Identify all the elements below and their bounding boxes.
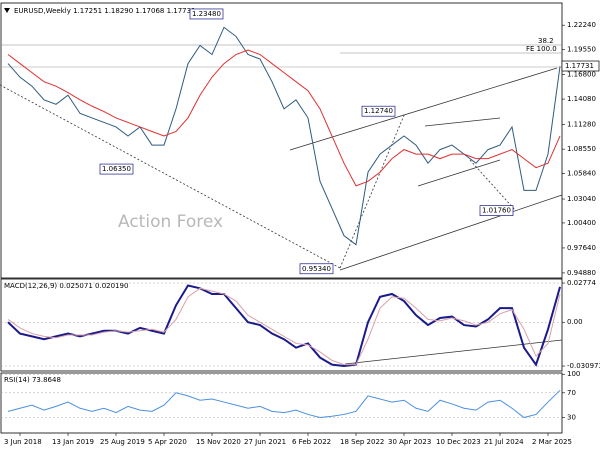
y-tick-label: 1.11280 <box>567 120 596 128</box>
channel-upper <box>289 67 558 151</box>
y-tick-label: 0.00 <box>567 318 583 326</box>
x-tick-label: 3 Jun 2018 <box>4 438 42 446</box>
x-tick-label: 6 Feb 2022 <box>292 438 331 446</box>
chart-title: EURUSD,Weekly 1.17251 1.18290 1.17068 1.… <box>14 7 196 15</box>
annotation-box <box>361 105 396 117</box>
macd-title: MACD(12,26,9) 0.025071 0.020190 <box>4 282 128 290</box>
triangle-upper <box>424 117 501 127</box>
annotation-label: 0.95340 <box>302 265 331 273</box>
main-panel-frame <box>0 2 563 279</box>
x-tick-label: 10 Dec 2023 <box>436 438 481 446</box>
series-line <box>7 389 561 419</box>
annotation-label: 1.01760 <box>482 207 511 215</box>
x-tick-label: 25 Aug 2019 <box>100 438 145 446</box>
triangle-lower <box>417 159 501 187</box>
annotation-box <box>479 205 514 216</box>
series-line <box>7 49 561 187</box>
y-tick-label: 0.97640 <box>567 244 596 252</box>
x-tick-label: 15 Nov 2020 <box>196 438 241 446</box>
x-tick-label: 2 Mar 2025 <box>532 438 572 446</box>
x-tick-label: 5 Apr 2020 <box>148 438 187 446</box>
y-tick-label: 1.14080 <box>567 95 596 103</box>
watermark: Action Forex <box>118 212 223 232</box>
y-tick-label: 0.02774 <box>567 279 596 287</box>
macd-panel-frame <box>0 278 563 372</box>
y-tick-label: 30 <box>567 414 576 422</box>
channel-lower <box>339 194 563 271</box>
y-tick-label: 1.08550 <box>567 145 596 153</box>
dashed-leg <box>469 159 516 211</box>
y-tick-label: 1.05840 <box>567 170 596 178</box>
y-tick-label: 1.03040 <box>567 195 596 203</box>
annotation-box <box>299 263 334 275</box>
dashed-trend <box>0 84 341 269</box>
annotation-label: 1.12740 <box>364 107 393 115</box>
y-tick-label: 1.22240 <box>567 21 596 29</box>
series-line <box>7 287 561 366</box>
annotation-box <box>189 8 224 20</box>
series-line <box>7 26 561 246</box>
last-price-box <box>561 60 600 72</box>
rsi-panel-frame <box>0 372 563 434</box>
x-tick-label: 30 Apr 2023 <box>388 438 431 446</box>
last-price-label: 1.17731 <box>565 62 594 70</box>
y-tick-label: 100 <box>567 370 580 378</box>
y-tick-label: -0.030973 <box>567 362 600 370</box>
annotation-label: 1.06350 <box>102 165 131 173</box>
series-line <box>7 284 561 368</box>
x-tick-label: 21 Jul 2024 <box>484 438 524 446</box>
macd-trendline <box>344 339 563 365</box>
title-icon <box>4 8 10 13</box>
dashed-leg <box>339 112 406 269</box>
x-tick-label: 18 Sep 2022 <box>340 438 384 446</box>
y-tick-label: 1.16800 <box>567 70 596 78</box>
y-tick-label: 70 <box>567 389 576 397</box>
x-tick-label: 27 Jun 2021 <box>244 438 286 446</box>
y-tick-label: 1.00400 <box>567 219 596 227</box>
annotation-box <box>99 163 134 175</box>
y-tick-label: 0.94880 <box>567 269 596 277</box>
annotation-label: 1.23480 <box>192 10 221 18</box>
fe-label: FE 100.0 <box>526 45 557 53</box>
y-tick-label: 1.19550 <box>567 46 596 54</box>
fib-label: 38.2 <box>538 37 554 45</box>
x-tick-label: 13 Jan 2019 <box>52 438 94 446</box>
rsi-title: RSI(14) 73.8648 <box>4 376 61 384</box>
